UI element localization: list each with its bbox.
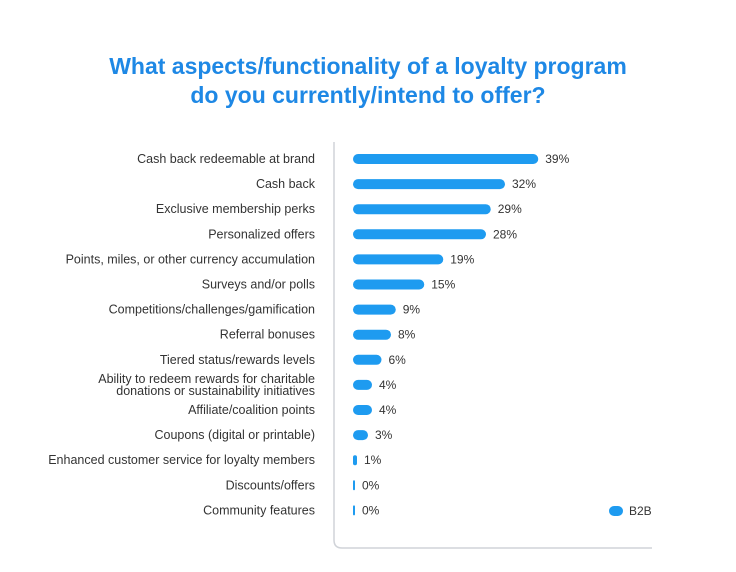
category-label: Referral bonuses [220, 328, 315, 342]
value-label: 8% [398, 328, 416, 342]
legend-swatch [609, 506, 623, 516]
value-label: 4% [379, 378, 397, 392]
chart-title-line-1: What aspects/functionality of a loyalty … [109, 53, 627, 79]
category-label: Points, miles, or other currency accumul… [66, 252, 315, 266]
bar [353, 430, 368, 441]
chart-title-line-2: do you currently/intend to offer? [190, 82, 546, 108]
value-label: 19% [450, 252, 474, 266]
category-label: Affiliate/coalition points [188, 403, 315, 417]
category-label: Coupons (digital or printable) [154, 428, 315, 442]
category-label: Cash back [256, 177, 316, 191]
bar [353, 279, 425, 290]
value-label: 15% [431, 278, 455, 292]
bar [353, 405, 372, 415]
bar [353, 254, 444, 265]
bar [353, 505, 355, 516]
bar [353, 480, 355, 491]
bar [353, 455, 357, 466]
category-label: Competitions/challenges/gamification [109, 303, 315, 317]
value-label: 28% [493, 227, 517, 241]
value-label: 39% [545, 152, 569, 166]
category-label-line: donations or sustainability initiatives [116, 384, 315, 398]
bar [353, 379, 372, 390]
category-label: Surveys and/or polls [202, 278, 315, 292]
category-label-line: Ability to redeem rewards for charitable [98, 372, 315, 386]
value-label: 0% [362, 478, 380, 492]
bar [353, 229, 486, 240]
category-label: Enhanced customer service for loyalty me… [48, 453, 315, 467]
bar [353, 154, 539, 164]
category-label: Ability to redeem rewards for charitable… [98, 372, 315, 398]
bar [353, 354, 382, 365]
value-label: 9% [403, 303, 421, 317]
value-label: 4% [379, 403, 397, 417]
value-label: 29% [498, 202, 522, 216]
bar [353, 329, 391, 340]
value-label: 6% [389, 353, 407, 367]
bar [353, 179, 505, 190]
bar [353, 204, 491, 215]
axis-line [333, 142, 652, 549]
chart-title: What aspects/functionality of a loyalty … [0, 52, 736, 110]
category-label: Community features [203, 503, 315, 517]
legend-label: B2B [629, 504, 652, 518]
category-label: Tiered status/rewards levels [160, 353, 315, 367]
category-label: Exclusive membership perks [156, 202, 315, 216]
category-label: Discounts/offers [226, 478, 315, 492]
value-label: 1% [364, 453, 382, 467]
bar [353, 304, 396, 315]
value-label: 32% [512, 177, 536, 191]
category-label: Personalized offers [208, 227, 315, 241]
value-label: 0% [362, 503, 380, 517]
value-label: 3% [375, 428, 393, 442]
category-label: Cash back redeemable at brand [137, 152, 315, 166]
